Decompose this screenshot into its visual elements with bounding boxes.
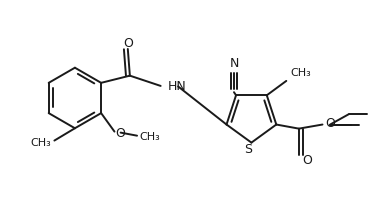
Text: O: O: [123, 37, 133, 50]
Text: N: N: [229, 57, 239, 70]
Text: CH₃: CH₃: [290, 68, 311, 78]
Text: CH₃: CH₃: [31, 138, 51, 148]
Text: HN: HN: [167, 80, 186, 93]
Text: CH₃: CH₃: [139, 132, 160, 142]
Text: S: S: [244, 143, 252, 156]
Text: O: O: [116, 127, 125, 140]
Text: O: O: [303, 154, 312, 167]
Text: O: O: [326, 117, 336, 130]
